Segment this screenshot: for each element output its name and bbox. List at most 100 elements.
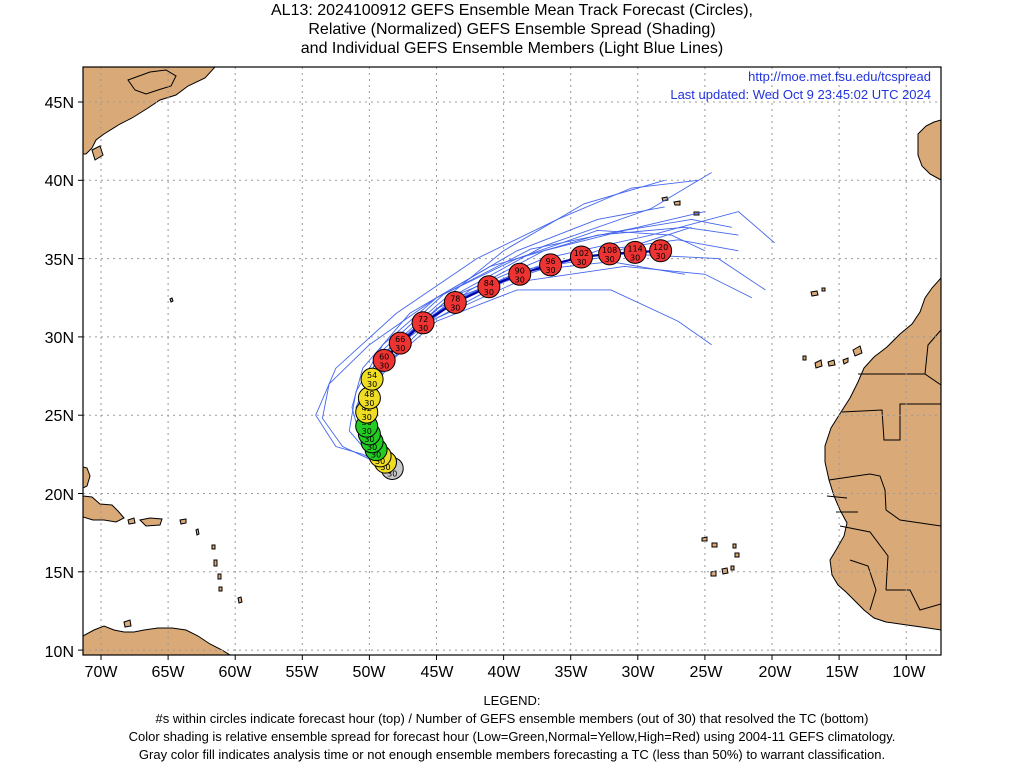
border-morocco-algeria bbox=[924, 329, 941, 386]
forecast-hour-label: 102 bbox=[574, 249, 589, 258]
lon-label: 25W bbox=[690, 664, 724, 681]
member-count-label: 30 bbox=[395, 344, 405, 353]
lon-label: 20W bbox=[759, 664, 793, 681]
land-island-trinidad bbox=[123, 619, 132, 628]
land-antilles bbox=[169, 297, 174, 303]
forecast-circle-fill bbox=[598, 242, 622, 266]
land-canary bbox=[852, 345, 863, 357]
lon-label: 15W bbox=[826, 664, 860, 681]
forecast-hour-label: 72 bbox=[418, 315, 428, 324]
forecast-circle-fill bbox=[411, 311, 435, 335]
border-ivory-coast bbox=[886, 589, 941, 611]
lat-label: 25N bbox=[45, 408, 74, 425]
lon-label: 55W bbox=[286, 664, 320, 681]
member-count-label: 30 bbox=[630, 253, 640, 262]
member-track bbox=[315, 179, 699, 469]
lon-label: 40W bbox=[488, 664, 522, 681]
member-count-label: 30 bbox=[371, 451, 381, 460]
lat-label: 35N bbox=[45, 252, 74, 269]
lon-label: 60W bbox=[219, 664, 253, 681]
member-count-label: 30 bbox=[367, 380, 377, 389]
land-canary bbox=[814, 359, 823, 369]
land-madeira bbox=[810, 290, 819, 297]
land-antilles bbox=[218, 586, 223, 592]
land-south-america bbox=[83, 625, 231, 655]
legend-line-3: Gray color fill indicates analysis time … bbox=[138, 747, 886, 762]
land-antilles bbox=[217, 573, 222, 580]
plot-frame bbox=[82, 66, 942, 656]
member-count-label: 30 bbox=[367, 443, 377, 452]
border-guinea bbox=[839, 525, 889, 591]
land-azores bbox=[673, 200, 681, 206]
title-line-1: AL13: 2024100912 GEFS Ensemble Mean Trac… bbox=[271, 2, 753, 19]
lat-label: 10N bbox=[45, 644, 74, 661]
forecast-hour-label: 84 bbox=[484, 279, 494, 288]
land-cape-verde bbox=[711, 542, 718, 548]
land-madeira bbox=[821, 287, 826, 292]
border-mali bbox=[885, 509, 941, 527]
land-layer bbox=[83, 67, 941, 655]
lon-label: 70W bbox=[85, 664, 119, 681]
member-count-label: 30 bbox=[387, 469, 397, 478]
forecast-points: 0306301230183024303030363042304830543060… bbox=[355, 239, 673, 480]
info-url-link[interactable]: http://moe.met.fsu.edu/tcspread bbox=[748, 69, 931, 84]
title-line-3: and Individual GEFS Ensemble Members (Li… bbox=[300, 40, 724, 57]
forecast-hour-label: 108 bbox=[602, 246, 617, 255]
member-count-label: 30 bbox=[450, 303, 460, 312]
lon-label: 45W bbox=[421, 664, 455, 681]
forecast-hour-label: 90 bbox=[515, 266, 525, 275]
land-hispaniola bbox=[83, 495, 125, 523]
legend-line-1: #s within circles indicate forecast hour… bbox=[155, 711, 869, 726]
grid-lines bbox=[83, 67, 941, 655]
member-count-label: 30 bbox=[576, 258, 586, 267]
member-count-label: 30 bbox=[515, 275, 525, 284]
forecast-hour-label: 78 bbox=[450, 294, 460, 303]
forecast-circle-fill bbox=[508, 262, 532, 286]
land-canary bbox=[827, 359, 836, 367]
forecast-circle-fill bbox=[649, 239, 673, 263]
member-count-label: 30 bbox=[418, 324, 428, 333]
land-canary bbox=[842, 357, 849, 365]
axis-ticks bbox=[78, 101, 907, 660]
track-map: 0306301230183024303030363042304830543060… bbox=[45, 66, 942, 681]
border-mauritania bbox=[841, 403, 941, 441]
land-newfoundland bbox=[127, 69, 177, 95]
land-puerto-rico bbox=[138, 517, 163, 527]
land-africa bbox=[824, 277, 941, 631]
legend-heading: LEGEND: bbox=[483, 693, 541, 708]
member-count-label: 30 bbox=[484, 288, 494, 297]
land-antilles bbox=[195, 528, 200, 536]
lon-label: 50W bbox=[353, 664, 387, 681]
forecast-hour-label: 48 bbox=[364, 390, 374, 399]
forecast-circle-fill bbox=[388, 331, 412, 355]
land-cape-verde bbox=[721, 567, 729, 575]
lon-label: 35W bbox=[555, 664, 589, 681]
member-count-label: 30 bbox=[545, 266, 555, 275]
forecast-circle-fill bbox=[539, 253, 563, 277]
land-cape-verde bbox=[732, 543, 737, 549]
member-count-label: 30 bbox=[375, 457, 385, 466]
forecast-circle-fill bbox=[360, 367, 384, 391]
legend-line-2: Color shading is relative ensemble sprea… bbox=[128, 729, 896, 744]
forecast-hour-label: 120 bbox=[653, 243, 668, 252]
land-canary bbox=[802, 355, 807, 361]
forecast-hour-label: 96 bbox=[545, 257, 555, 266]
map-title: AL13: 2024100912 GEFS Ensemble Mean Trac… bbox=[0, 1, 1024, 58]
forecast-hour-label: 66 bbox=[395, 335, 405, 344]
land-antilles bbox=[213, 559, 218, 567]
title-line-2: Relative (Normalized) GEFS Ensemble Spre… bbox=[308, 21, 716, 38]
member-count-label: 30 bbox=[362, 413, 372, 422]
last-updated-text: Last updated: Wed Oct 9 23:45:02 UTC 202… bbox=[670, 87, 931, 102]
land-iberia bbox=[917, 119, 941, 181]
land-cape-verde bbox=[734, 552, 740, 558]
member-count-label: 30 bbox=[364, 399, 374, 408]
lon-label: 65W bbox=[152, 664, 186, 681]
